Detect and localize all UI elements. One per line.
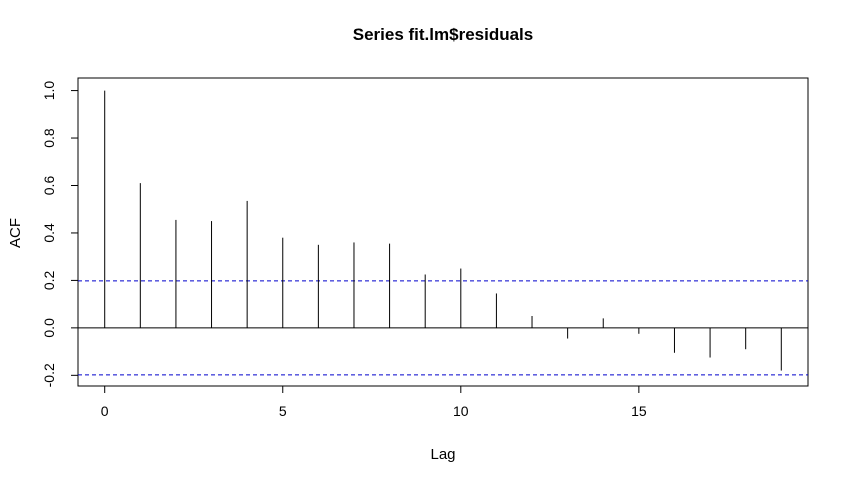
y-axis-label: ACF — [7, 218, 24, 248]
y-tick-label-3: 0.4 — [41, 223, 57, 243]
y-tick-label-6: 1.0 — [41, 81, 57, 101]
x-tick-label-15: 15 — [631, 403, 647, 419]
x-axis-label: Lag — [430, 446, 455, 463]
x-tick-label-5: 5 — [279, 403, 287, 419]
y-tick-label-4: 0.6 — [41, 176, 57, 196]
y-tick-label-0: -0.2 — [41, 363, 57, 387]
x-tick-label-10: 10 — [453, 403, 469, 419]
x-tick-label-0: 0 — [101, 403, 109, 419]
plot-area: 0 5 10 15 -0.2 0.0 0.2 0.4 0.6 0.8 1.0 — [41, 77, 809, 419]
y-tick-label-2: 0.2 — [41, 270, 57, 290]
y-tick-label-1: 0.0 — [41, 318, 57, 338]
y-tick-label-5: 0.8 — [41, 128, 57, 148]
chart-title: Series fit.lm$residuals — [353, 25, 533, 44]
plot-frame — [77, 77, 809, 387]
